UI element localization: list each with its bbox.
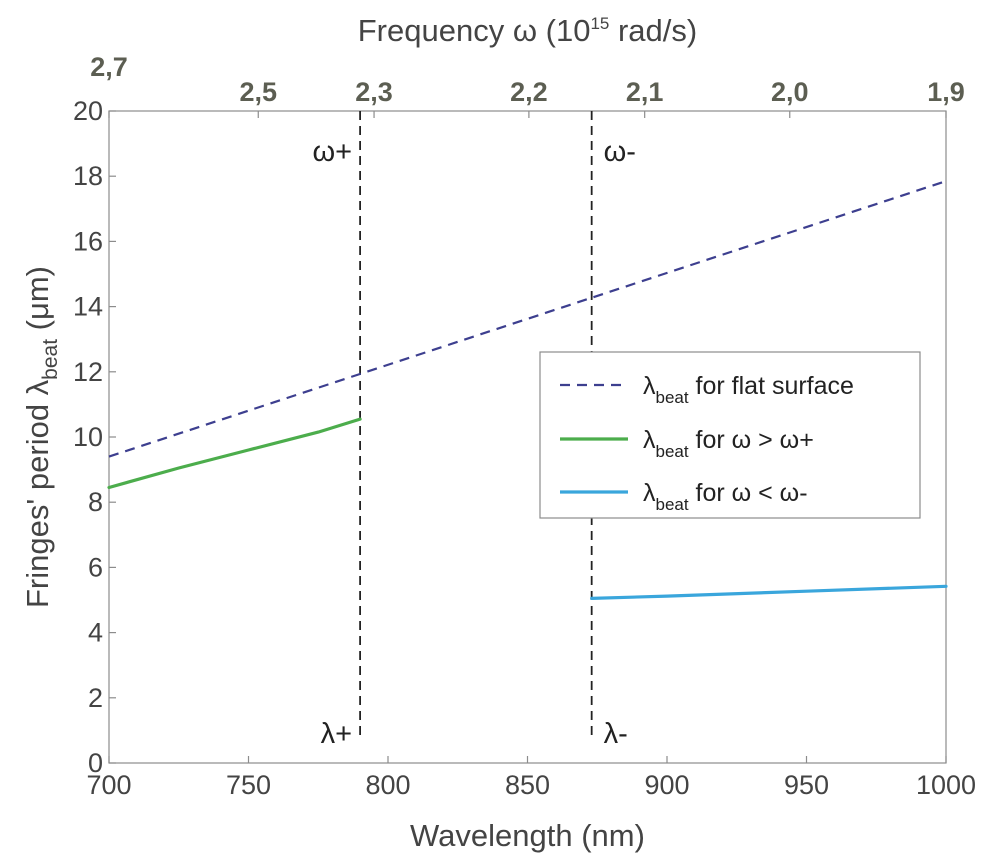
legend-label: λbeat for ω > ω+: [643, 426, 814, 461]
left-y-axis: 0 2 4 6 8 10 12 14 16 18 20: [73, 96, 116, 778]
series-line: [590, 584, 948, 600]
x-axis-label: Wavelength (nm): [410, 818, 645, 853]
y-tick-label: 0: [88, 748, 103, 778]
y-tick-label: 10: [73, 422, 103, 452]
top-tick-label: 2,5: [239, 77, 277, 107]
x-tick-label: 700: [86, 770, 131, 800]
top-axis-label-unit: rad/s): [609, 13, 697, 48]
marker-bottom-label: λ-: [604, 718, 628, 750]
legend-text: for ω < ω-: [689, 479, 808, 507]
y-tick-label: 14: [73, 292, 103, 322]
top-tick-label: 2,0: [771, 77, 809, 107]
y-tick-label: 8: [88, 487, 103, 517]
y-tick-label: 2: [88, 683, 103, 713]
x-tick-label: 1000: [916, 770, 976, 800]
y-tick-label: 16: [73, 226, 103, 256]
bottom-x-axis: 700 750 800 850 900 950 1000: [86, 756, 976, 800]
data-series: [107, 180, 948, 600]
y-tick-label: 18: [73, 161, 103, 191]
top-tick-label: 2,2: [510, 77, 548, 107]
top-x-axis: 2,7 2,5 2,3 2,2 2,1 2,0 1,9: [90, 52, 965, 118]
legend-symbol: λ: [643, 372, 656, 400]
y-axis-label-subscript: beat: [39, 339, 62, 380]
top-axis-label-main: Frequency ω (10: [358, 13, 591, 48]
marker-lines: ω+ λ+ ω-λ-: [313, 111, 636, 750]
y-tick-label: 20: [73, 96, 103, 126]
y-axis-label-unit: (μm): [20, 266, 55, 339]
y-tick-label: 4: [88, 618, 103, 648]
x-tick-label: 800: [365, 770, 410, 800]
series-line: [107, 417, 362, 490]
legend-symbol: λ: [643, 479, 656, 507]
legend-label: λbeat for ω < ω-: [643, 479, 808, 514]
x-tick-label: 750: [226, 770, 271, 800]
legend-subscript: beat: [656, 388, 689, 407]
y-tick-label: 12: [73, 357, 103, 387]
legend-subscript: beat: [656, 442, 689, 461]
x-tick-label: 850: [505, 770, 550, 800]
legend-subscript: beat: [656, 495, 689, 514]
top-axis-label: Frequency ω (1015 rad/s): [358, 13, 697, 48]
series-line: [108, 180, 947, 458]
top-tick-label: 2,1: [626, 77, 664, 107]
legend-box: [539, 351, 921, 519]
marker-top-label: ω+: [313, 136, 353, 168]
top-axis-label-superscript: 15: [590, 14, 609, 33]
top-tick-label: 2,7: [90, 52, 128, 82]
marker-top-label: ω-: [604, 136, 636, 168]
top-tick-label: 2,3: [355, 77, 393, 107]
marker-bottom-label: λ+: [321, 718, 352, 750]
legend-text: for ω > ω+: [689, 426, 814, 454]
y-axis-label: Fringes' period λbeat (μm): [20, 266, 62, 608]
legend-symbol: λ: [643, 426, 656, 454]
y-tick-label: 6: [88, 552, 103, 582]
top-tick-label: 1,9: [927, 77, 965, 107]
legend-text: for flat surface: [689, 372, 854, 400]
legend-label: λbeat for flat surface: [643, 372, 854, 407]
x-tick-label: 950: [784, 770, 829, 800]
x-tick-label: 900: [644, 770, 689, 800]
y-axis-label-main: Fringes' period λ: [20, 379, 55, 608]
